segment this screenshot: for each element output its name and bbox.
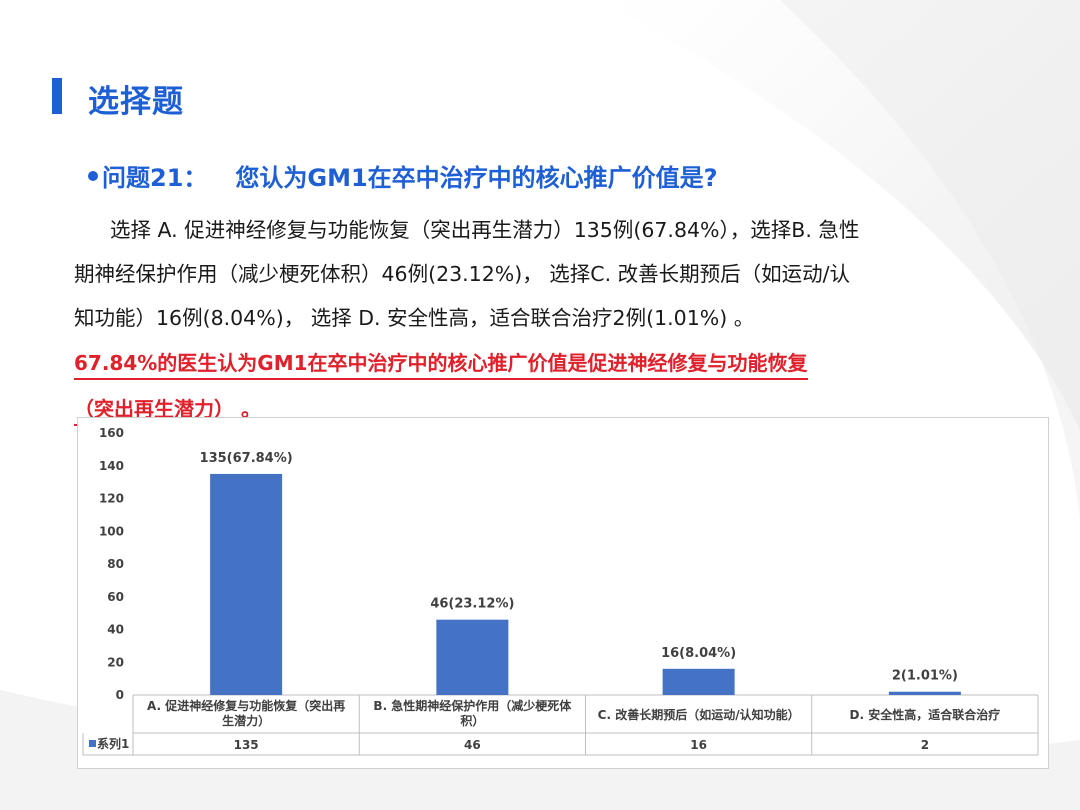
title-accent-bar (52, 78, 62, 114)
y-tick-label: 140 (99, 459, 124, 473)
conclusion-line: 67.84%的医生认为GM1在卒中治疗中的核心推广价值是促进神经修复与功能恢复 (74, 348, 808, 380)
category-label: B. 急性期神经保护作用（减少梗死体 (373, 698, 572, 713)
slide-title: 选择题 (88, 84, 184, 120)
y-tick-label: 20 (107, 655, 124, 669)
y-tick-label: 40 (107, 623, 124, 637)
summary-line: 期神经保护作用（减少梗死体积）46例(23.12%)， 选择C. 改善长期预后（… (74, 262, 851, 286)
data-label: 46(23.12%) (430, 597, 514, 612)
category-label: A. 促进神经修复与功能恢复（突出再 (147, 698, 345, 713)
y-tick-label: 120 (99, 492, 124, 506)
legend-key (89, 740, 96, 747)
data-label: 16(8.04%) (661, 646, 736, 661)
bullet-icon (88, 171, 98, 181)
question-label: 问题21： (102, 164, 208, 192)
answer-summary: 选择 A. 促进神经修复与功能恢复（突出再生潜力）135例(67.84%），选择… (74, 208, 994, 340)
chart-frame: 0 20 40 60 80 100 120 140 160 135(67.84%) 46(23.12… (77, 417, 1049, 769)
bar (436, 619, 509, 695)
y-tick-label: 80 (107, 557, 124, 571)
question-heading: 问题21： 您认为GM1在卒中治疗中的核心推广价值是? (88, 158, 718, 193)
category-label: 积） (460, 713, 484, 728)
question-text: 您认为GM1在卒中治疗中的核心推广价值是? (235, 164, 718, 192)
table-value: 135 (234, 738, 259, 752)
category-label: D. 安全性高，适合联合治疗 (850, 707, 1001, 722)
table-value: 16 (690, 738, 707, 752)
bar (888, 691, 961, 695)
y-tick-label: 160 (99, 426, 124, 440)
y-tick-label: 60 (107, 590, 124, 604)
table-value: 2 (921, 738, 929, 752)
table-value: 46 (464, 738, 481, 752)
series-name: 系列1 (97, 736, 129, 751)
category-label: C. 改善长期预后（如运动/认知功能） (598, 707, 800, 722)
data-label: 135(67.84%) (200, 451, 293, 466)
y-tick-label: 0 (116, 688, 124, 702)
conclusion: 67.84%的医生认为GM1在卒中治疗中的核心推广价值是促进神经修复与功能恢复 … (74, 342, 994, 434)
summary-line: 选择 A. 促进神经修复与功能恢复（突出再生潜力）135例(67.84%），选择… (110, 218, 860, 242)
summary-line: 知功能）16例(8.04%)， 选择 D. 安全性高，适合联合治疗2例(1.01… (74, 306, 755, 330)
data-label: 2(1.01%) (892, 669, 958, 684)
bar (662, 668, 735, 695)
y-tick-label: 100 (99, 524, 124, 538)
category-label: 生潜力） (222, 713, 270, 728)
bar-chart: 0 20 40 60 80 100 120 140 160 135(67.84%) 46(23.12… (82, 426, 1039, 756)
bar (210, 473, 283, 695)
